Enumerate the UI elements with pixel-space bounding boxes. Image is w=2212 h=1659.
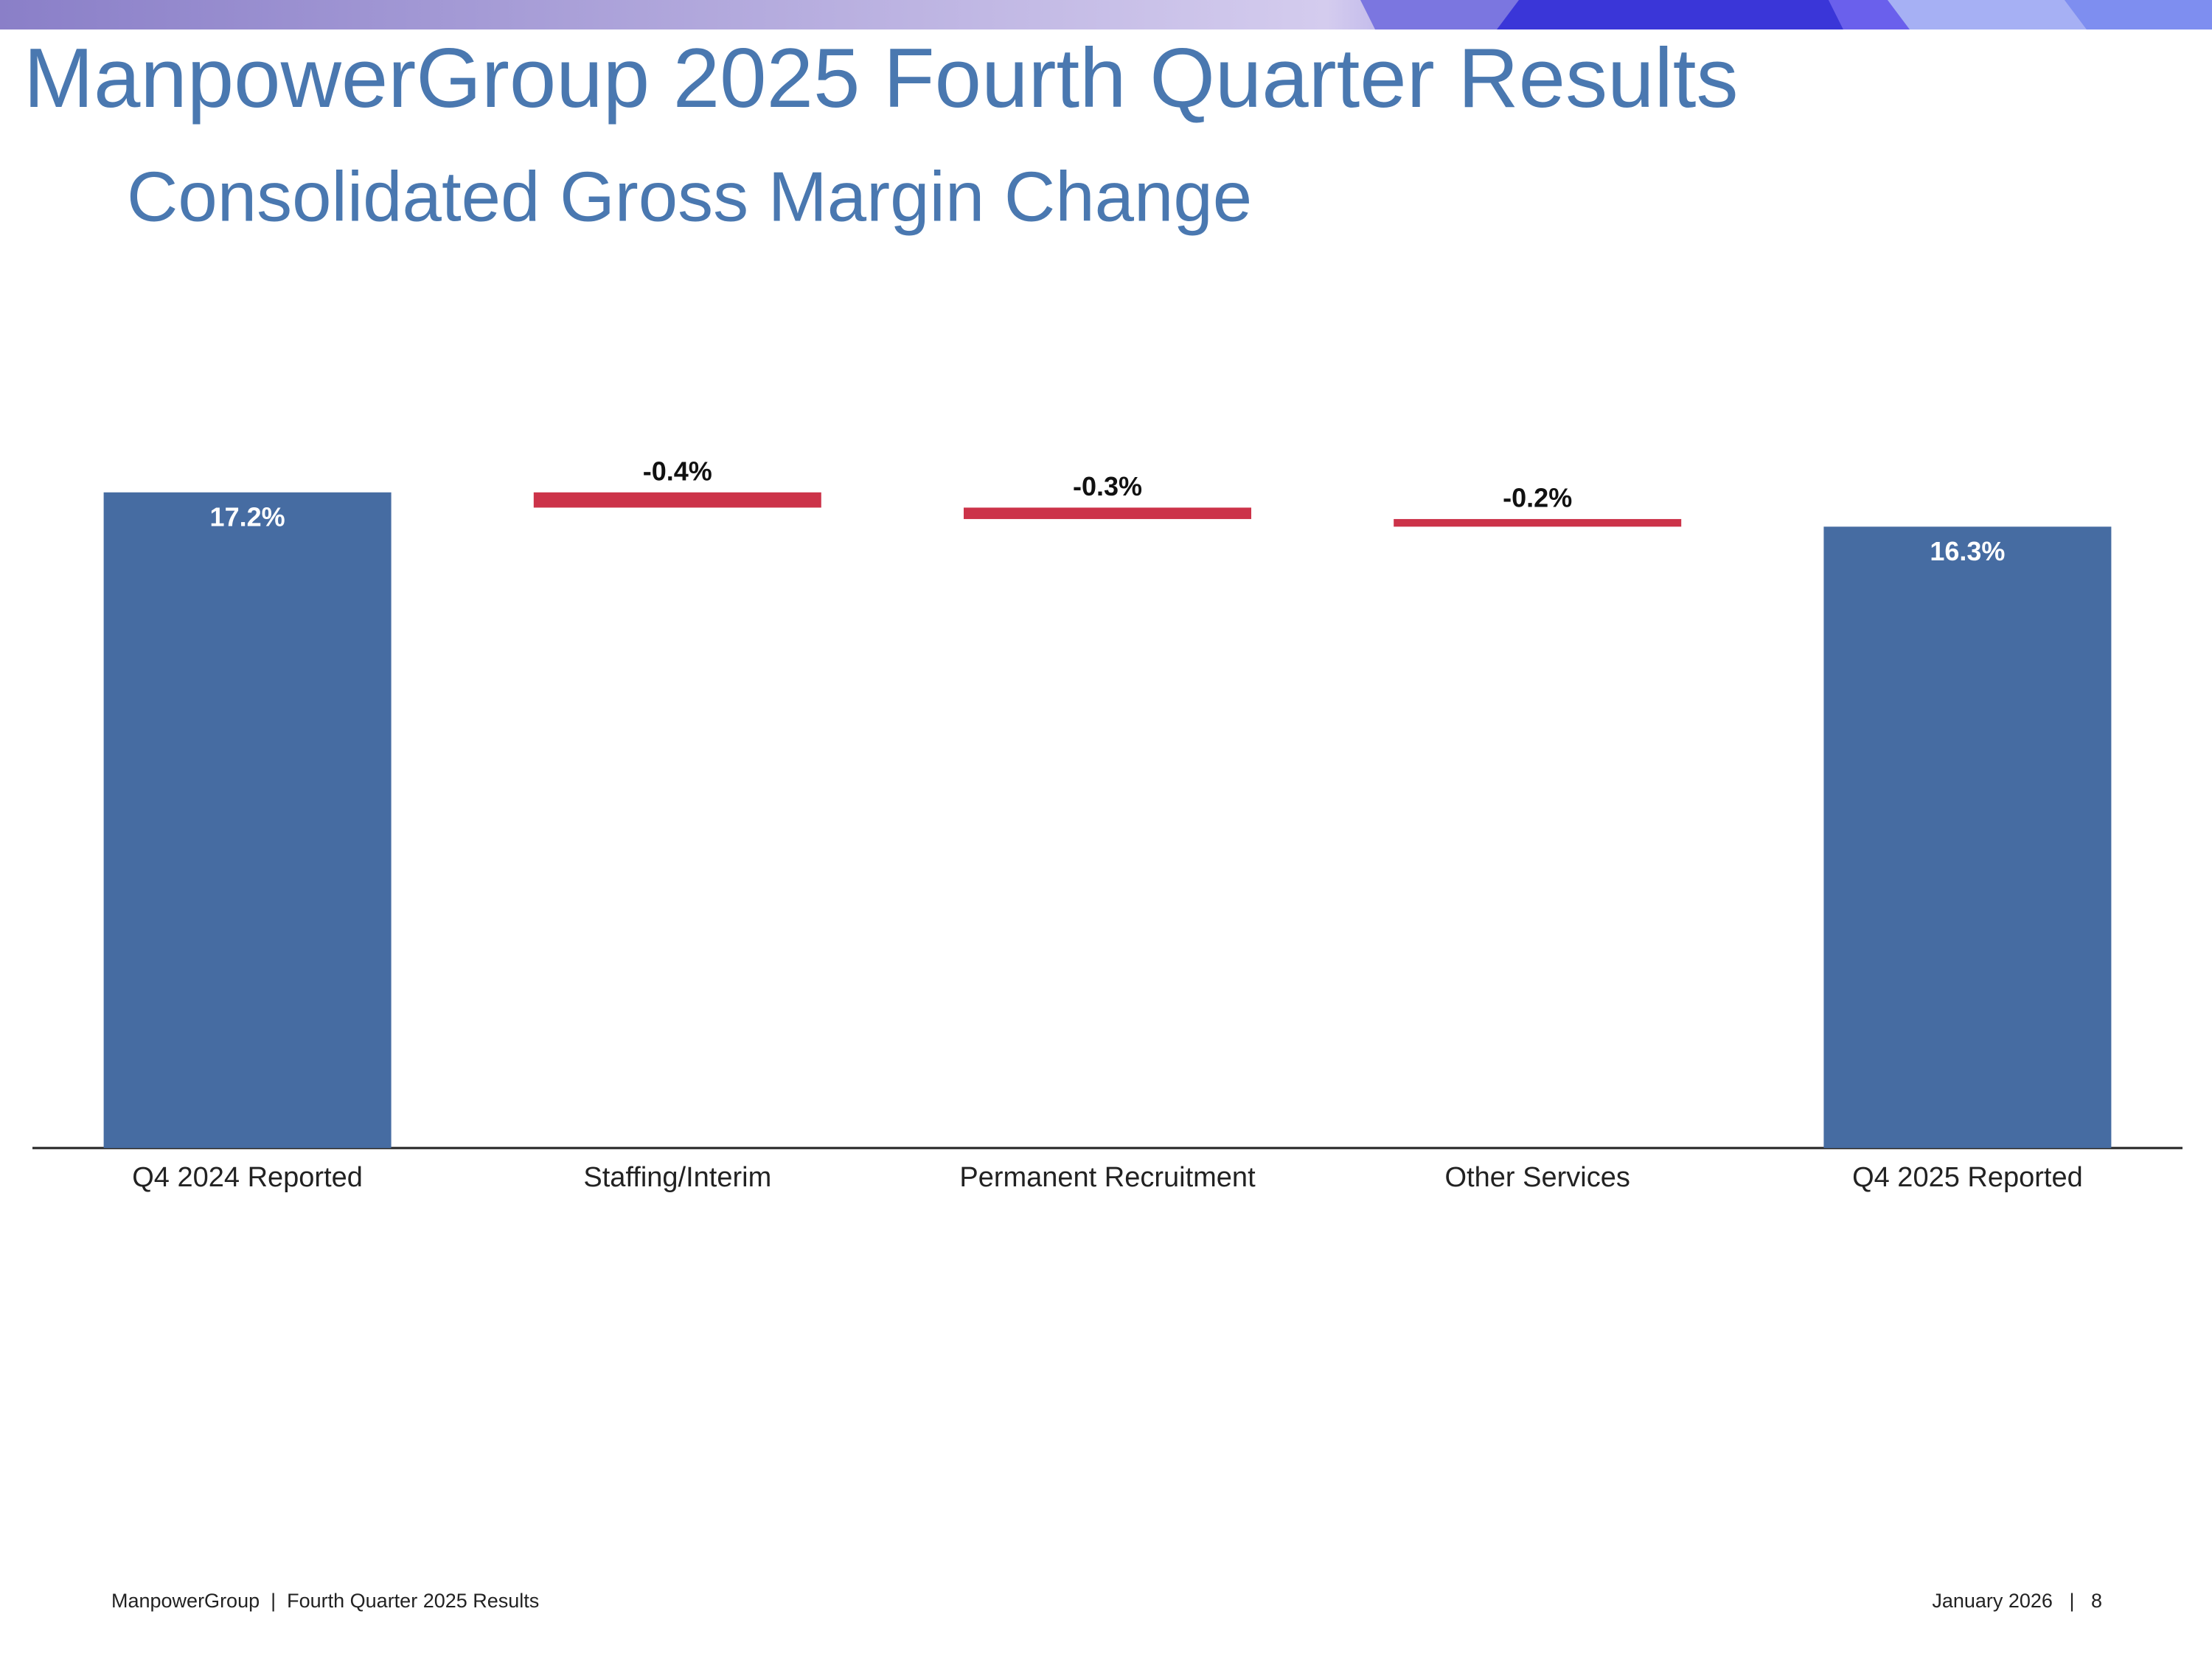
total-bar <box>103 492 392 1148</box>
slide-title: ManpowerGroup 2025 Fourth Quarter Result… <box>24 32 1738 125</box>
x-tick-label: Q4 2025 Reported <box>1852 1162 2083 1193</box>
value-label: 16.3% <box>1930 536 2005 566</box>
footer-left: ManpowerGroup | Fourth Quarter 2025 Resu… <box>111 1590 539 1612</box>
change-bar <box>1394 518 1682 527</box>
footer-right: January 2026 | 8 <box>1932 1590 2102 1612</box>
top-banner <box>0 0 2212 29</box>
chart-title: Consolidated Gross Margin Change <box>127 157 1252 236</box>
x-tick-label: Q4 2024 Reported <box>132 1162 363 1193</box>
value-label: 17.2% <box>210 501 285 532</box>
value-label: -0.3% <box>1073 471 1142 501</box>
value-label: -0.4% <box>643 456 712 486</box>
change-bar <box>964 507 1251 519</box>
x-tick-label: Other Services <box>1445 1162 1630 1193</box>
total-bar <box>1823 526 2112 1148</box>
value-label: -0.2% <box>1503 482 1572 512</box>
x-tick-label: Permanent Recruitment <box>959 1162 1256 1193</box>
change-bar <box>533 492 821 508</box>
x-tick-label: Staffing/Interim <box>583 1162 771 1193</box>
